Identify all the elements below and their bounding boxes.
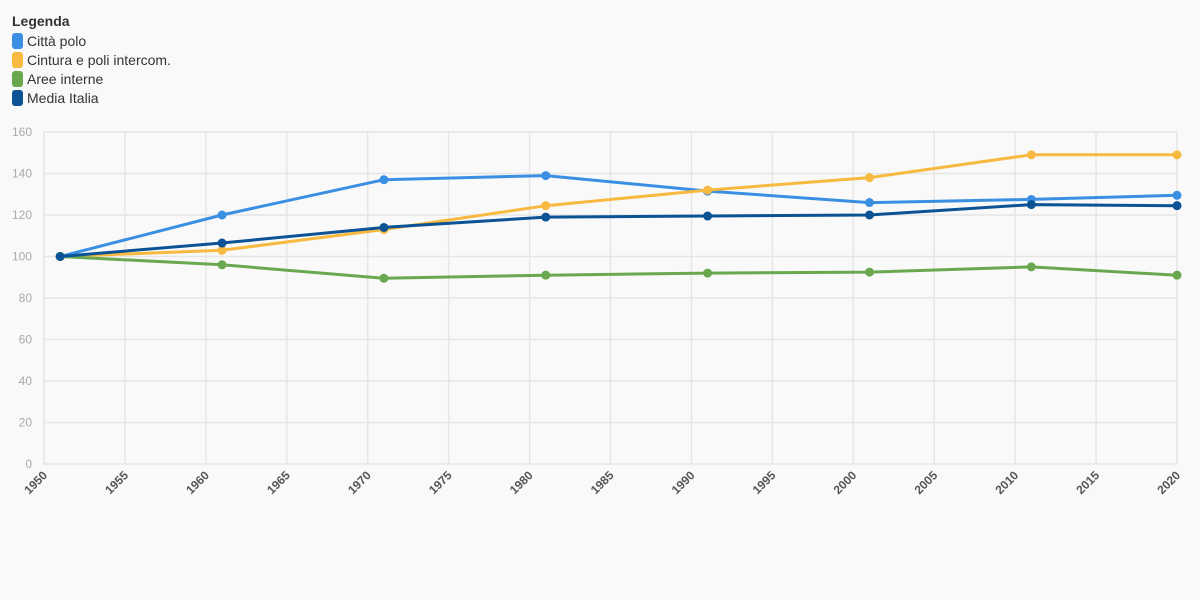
data-point-aree-interne[interactable] xyxy=(379,273,389,283)
data-point-aree-interne[interactable] xyxy=(1172,270,1182,280)
legend: Legenda Città polo Cintura e poli interc… xyxy=(12,12,171,107)
data-point-aree-interne[interactable] xyxy=(217,260,227,270)
data-point-aree-interne[interactable] xyxy=(1026,262,1036,272)
grid xyxy=(43,131,1178,465)
legend-title: Legenda xyxy=(12,13,70,29)
data-point-cintura-e-poli-intercom[interactable] xyxy=(1026,150,1036,160)
legend-item-citta-polo[interactable]: Città polo xyxy=(12,31,171,50)
x-tick-label: 1975 xyxy=(426,468,455,497)
data-point-media-italia[interactable] xyxy=(55,252,65,261)
data-point-cintura-e-poli-intercom[interactable] xyxy=(541,201,551,211)
x-tick-label: 2020 xyxy=(1154,468,1183,497)
series-layer xyxy=(55,150,1182,283)
data-point-media-italia[interactable] xyxy=(703,211,713,221)
data-point-media-italia[interactable] xyxy=(864,210,874,220)
y-tick-label: 80 xyxy=(19,291,33,305)
y-tick-label: 0 xyxy=(25,457,32,471)
legend-swatch-aree-interne xyxy=(12,70,23,87)
y-axis: 0 20 40 60 80 100 120 140 160 xyxy=(12,125,32,471)
data-point-aree-interne[interactable] xyxy=(864,267,874,277)
x-tick-label: 2005 xyxy=(912,468,941,497)
x-tick-label: 1960 xyxy=(183,468,212,497)
y-tick-label: 40 xyxy=(19,374,33,388)
data-point-media-italia[interactable] xyxy=(1172,201,1182,211)
data-point-cintura-e-poli-intercom[interactable] xyxy=(1172,150,1182,160)
series-line-cintura-e-poli-intercom xyxy=(58,153,1179,258)
data-point-media-italia[interactable] xyxy=(1026,200,1036,210)
y-tick-label: 160 xyxy=(12,125,32,139)
legend-swatch-cintura xyxy=(12,51,23,68)
x-tick-label: 1995 xyxy=(750,468,779,497)
x-tick-label: 2010 xyxy=(992,468,1021,497)
legend-label: Città polo xyxy=(27,32,87,49)
data-point-aree-interne[interactable] xyxy=(703,268,713,278)
data-point-citt-polo[interactable] xyxy=(1172,190,1182,200)
data-point-cintura-e-poli-intercom[interactable] xyxy=(217,245,227,255)
data-point-media-italia[interactable] xyxy=(541,212,551,222)
x-tick-label: 1990 xyxy=(669,468,698,497)
x-tick-label: 1965 xyxy=(264,468,293,497)
data-point-aree-interne[interactable] xyxy=(541,270,551,280)
legend-item-aree-interne[interactable]: Aree interne xyxy=(12,69,171,88)
data-point-media-italia[interactable] xyxy=(379,222,389,232)
x-tick-label: 2000 xyxy=(831,468,860,497)
x-tick-label: 1970 xyxy=(345,468,374,497)
y-tick-label: 120 xyxy=(12,208,32,222)
x-tick-label: 1985 xyxy=(588,468,617,497)
series-line-aree-interne xyxy=(58,255,1179,280)
legend-label: Media Italia xyxy=(27,89,99,106)
legend-swatch-media-italia xyxy=(12,89,23,106)
data-point-citt-polo[interactable] xyxy=(379,175,389,185)
data-point-citt-polo[interactable] xyxy=(217,210,227,220)
data-point-cintura-e-poli-intercom[interactable] xyxy=(703,185,713,195)
legend-item-media-italia[interactable]: Media Italia xyxy=(12,88,171,107)
x-axis: 1950 1955 1960 1965 1970 1975 1980 1985 1990 1995… xyxy=(21,468,1183,497)
x-tick-label: 1950 xyxy=(21,468,50,497)
data-point-media-italia[interactable] xyxy=(217,238,227,248)
series-line-media-italia xyxy=(58,203,1179,258)
x-tick-label: 2015 xyxy=(1073,468,1102,497)
legend-swatch-citta-polo xyxy=(12,32,23,49)
y-tick-label: 140 xyxy=(12,167,32,181)
legend-label: Cintura e poli intercom. xyxy=(27,51,171,68)
data-point-cintura-e-poli-intercom[interactable] xyxy=(864,173,874,183)
legend-label: Aree interne xyxy=(27,70,104,87)
y-tick-label: 20 xyxy=(19,416,33,430)
data-point-citt-polo[interactable] xyxy=(864,198,874,208)
y-tick-label: 100 xyxy=(12,250,32,264)
x-tick-label: 1955 xyxy=(102,468,131,497)
series-line-citt-polo xyxy=(58,174,1179,258)
legend-item-cintura[interactable]: Cintura e poli intercom. xyxy=(12,50,171,69)
data-point-citt-polo[interactable] xyxy=(541,171,551,181)
x-tick-label: 1980 xyxy=(507,468,536,497)
y-tick-label: 60 xyxy=(19,333,33,347)
